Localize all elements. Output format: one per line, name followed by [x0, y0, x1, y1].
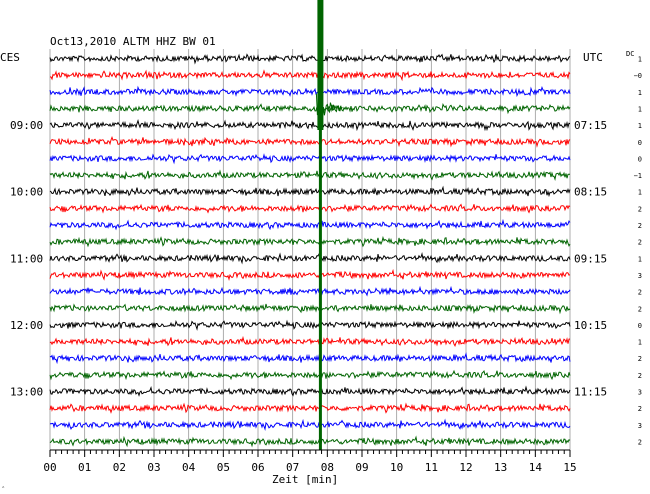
trace-22	[49, 402, 571, 414]
trace-17	[49, 319, 571, 331]
x-tick-label-11: 11	[425, 461, 438, 474]
trace-9	[49, 185, 571, 198]
left-hour-label: 12:00	[10, 319, 43, 332]
trace-5	[49, 118, 571, 132]
chart-title: Oct13,2010 ALTM HHZ BW 01	[50, 35, 216, 48]
trace-2	[49, 69, 571, 82]
x-tick-label-12: 12	[459, 461, 472, 474]
dc-value-18: 1	[638, 339, 642, 347]
trace-23	[49, 418, 571, 431]
x-tick-label-09: 09	[355, 461, 368, 474]
trace-7	[49, 153, 571, 165]
x-tick-label-05: 05	[217, 461, 230, 474]
minute-gridlines	[49, 49, 571, 450]
dc-value-7: 0	[638, 155, 642, 163]
x-tick-label-13: 13	[494, 461, 507, 474]
dc-value-1: 1	[638, 56, 642, 64]
trace-12	[49, 235, 571, 248]
trace-13	[49, 252, 571, 265]
dc-value-21: 3	[638, 389, 642, 397]
dc-value-2: −0	[634, 72, 642, 80]
trace-18	[49, 335, 571, 348]
right-hour-label: 10:15	[574, 319, 607, 332]
earthquake-event	[315, 0, 343, 450]
dc-value-13: 1	[638, 255, 642, 263]
right-hour-label: 07:15	[574, 119, 607, 132]
left-timezone-label: CES	[0, 51, 20, 64]
x-tick-label-08: 08	[321, 461, 334, 474]
left-hour-label: 11:00	[10, 252, 43, 265]
trace-11	[49, 218, 571, 231]
seismic-traces	[49, 53, 571, 448]
dc-value-3: 1	[638, 89, 642, 97]
x-tick-label-01: 01	[78, 461, 91, 474]
dc-value-16: 2	[638, 305, 642, 313]
dc-value-9: 1	[638, 189, 642, 197]
dc-value-8: −1	[634, 172, 642, 180]
x-tick-label-02: 02	[113, 461, 126, 474]
dc-value-22: 2	[638, 405, 642, 413]
dc-value-5: 1	[638, 122, 642, 130]
trace-8	[49, 169, 571, 181]
right-hour-label: 11:15	[574, 386, 607, 399]
dc-value-11: 2	[638, 222, 642, 230]
dc-value-10: 2	[638, 205, 642, 213]
right-timezone-label: UTC	[583, 51, 603, 64]
corner-mark: ‸	[2, 480, 5, 488]
right-hour-labels: 07:15 08:15 09:15 10:15 11:15	[574, 119, 607, 398]
x-tick-label-03: 03	[147, 461, 160, 474]
left-hour-label: 13:00	[10, 386, 43, 399]
event-line	[318, 130, 322, 450]
x-tick-label-06: 06	[251, 461, 264, 474]
trace-14	[49, 268, 571, 281]
x-tick-label-04: 04	[182, 461, 196, 474]
event-burst	[317, 0, 324, 130]
dc-value-20: 2	[638, 372, 642, 380]
dc-value-12: 2	[638, 239, 642, 247]
dc-value-15: 2	[638, 289, 642, 297]
trace-15	[49, 285, 571, 297]
trace-20	[49, 369, 571, 381]
x-tick-label-10: 10	[390, 461, 403, 474]
trace-19	[49, 352, 571, 365]
trace-10	[49, 203, 571, 214]
dc-value-19: 2	[638, 355, 642, 363]
dc-value-23: 3	[638, 422, 642, 430]
x-axis-title: Zeit [min]	[272, 473, 338, 486]
trace-24	[49, 435, 571, 448]
x-axis: 00 01 02 03 04 05 06 07 08 09 10 11 12 13 14 15	[43, 449, 577, 474]
left-hour-label: 09:00	[10, 119, 43, 132]
dc-value-6: 0	[638, 139, 642, 147]
x-tick-label-15: 15	[563, 461, 576, 474]
left-hour-labels: 09:00 10:00 11:00 12:00 13:00	[10, 119, 43, 398]
dc-value-17: 0	[638, 322, 642, 330]
dc-value-24: 2	[638, 438, 642, 446]
trace-4	[49, 102, 571, 115]
x-tick-label-14: 14	[529, 461, 543, 474]
trace-6	[49, 135, 571, 148]
dc-header-label: DC	[626, 50, 634, 58]
dc-value-4: 1	[638, 105, 642, 113]
x-tick-label-07: 07	[286, 461, 299, 474]
trace-21	[49, 385, 571, 397]
left-hour-label: 10:00	[10, 186, 43, 199]
x-tick-label-00: 00	[43, 461, 56, 474]
event-coda	[315, 93, 343, 119]
trace-1	[49, 53, 571, 65]
dc-value-14: 3	[638, 272, 642, 280]
right-hour-label: 08:15	[574, 186, 607, 199]
trace-16	[49, 303, 571, 315]
dc-values: 1 −0 1 1 1 0 0 −1 1 2 2 2 1 3 2 2 0 1 2 2 3 2 3 2	[634, 56, 642, 447]
right-hour-label: 09:15	[574, 252, 607, 265]
trace-3	[49, 85, 571, 98]
